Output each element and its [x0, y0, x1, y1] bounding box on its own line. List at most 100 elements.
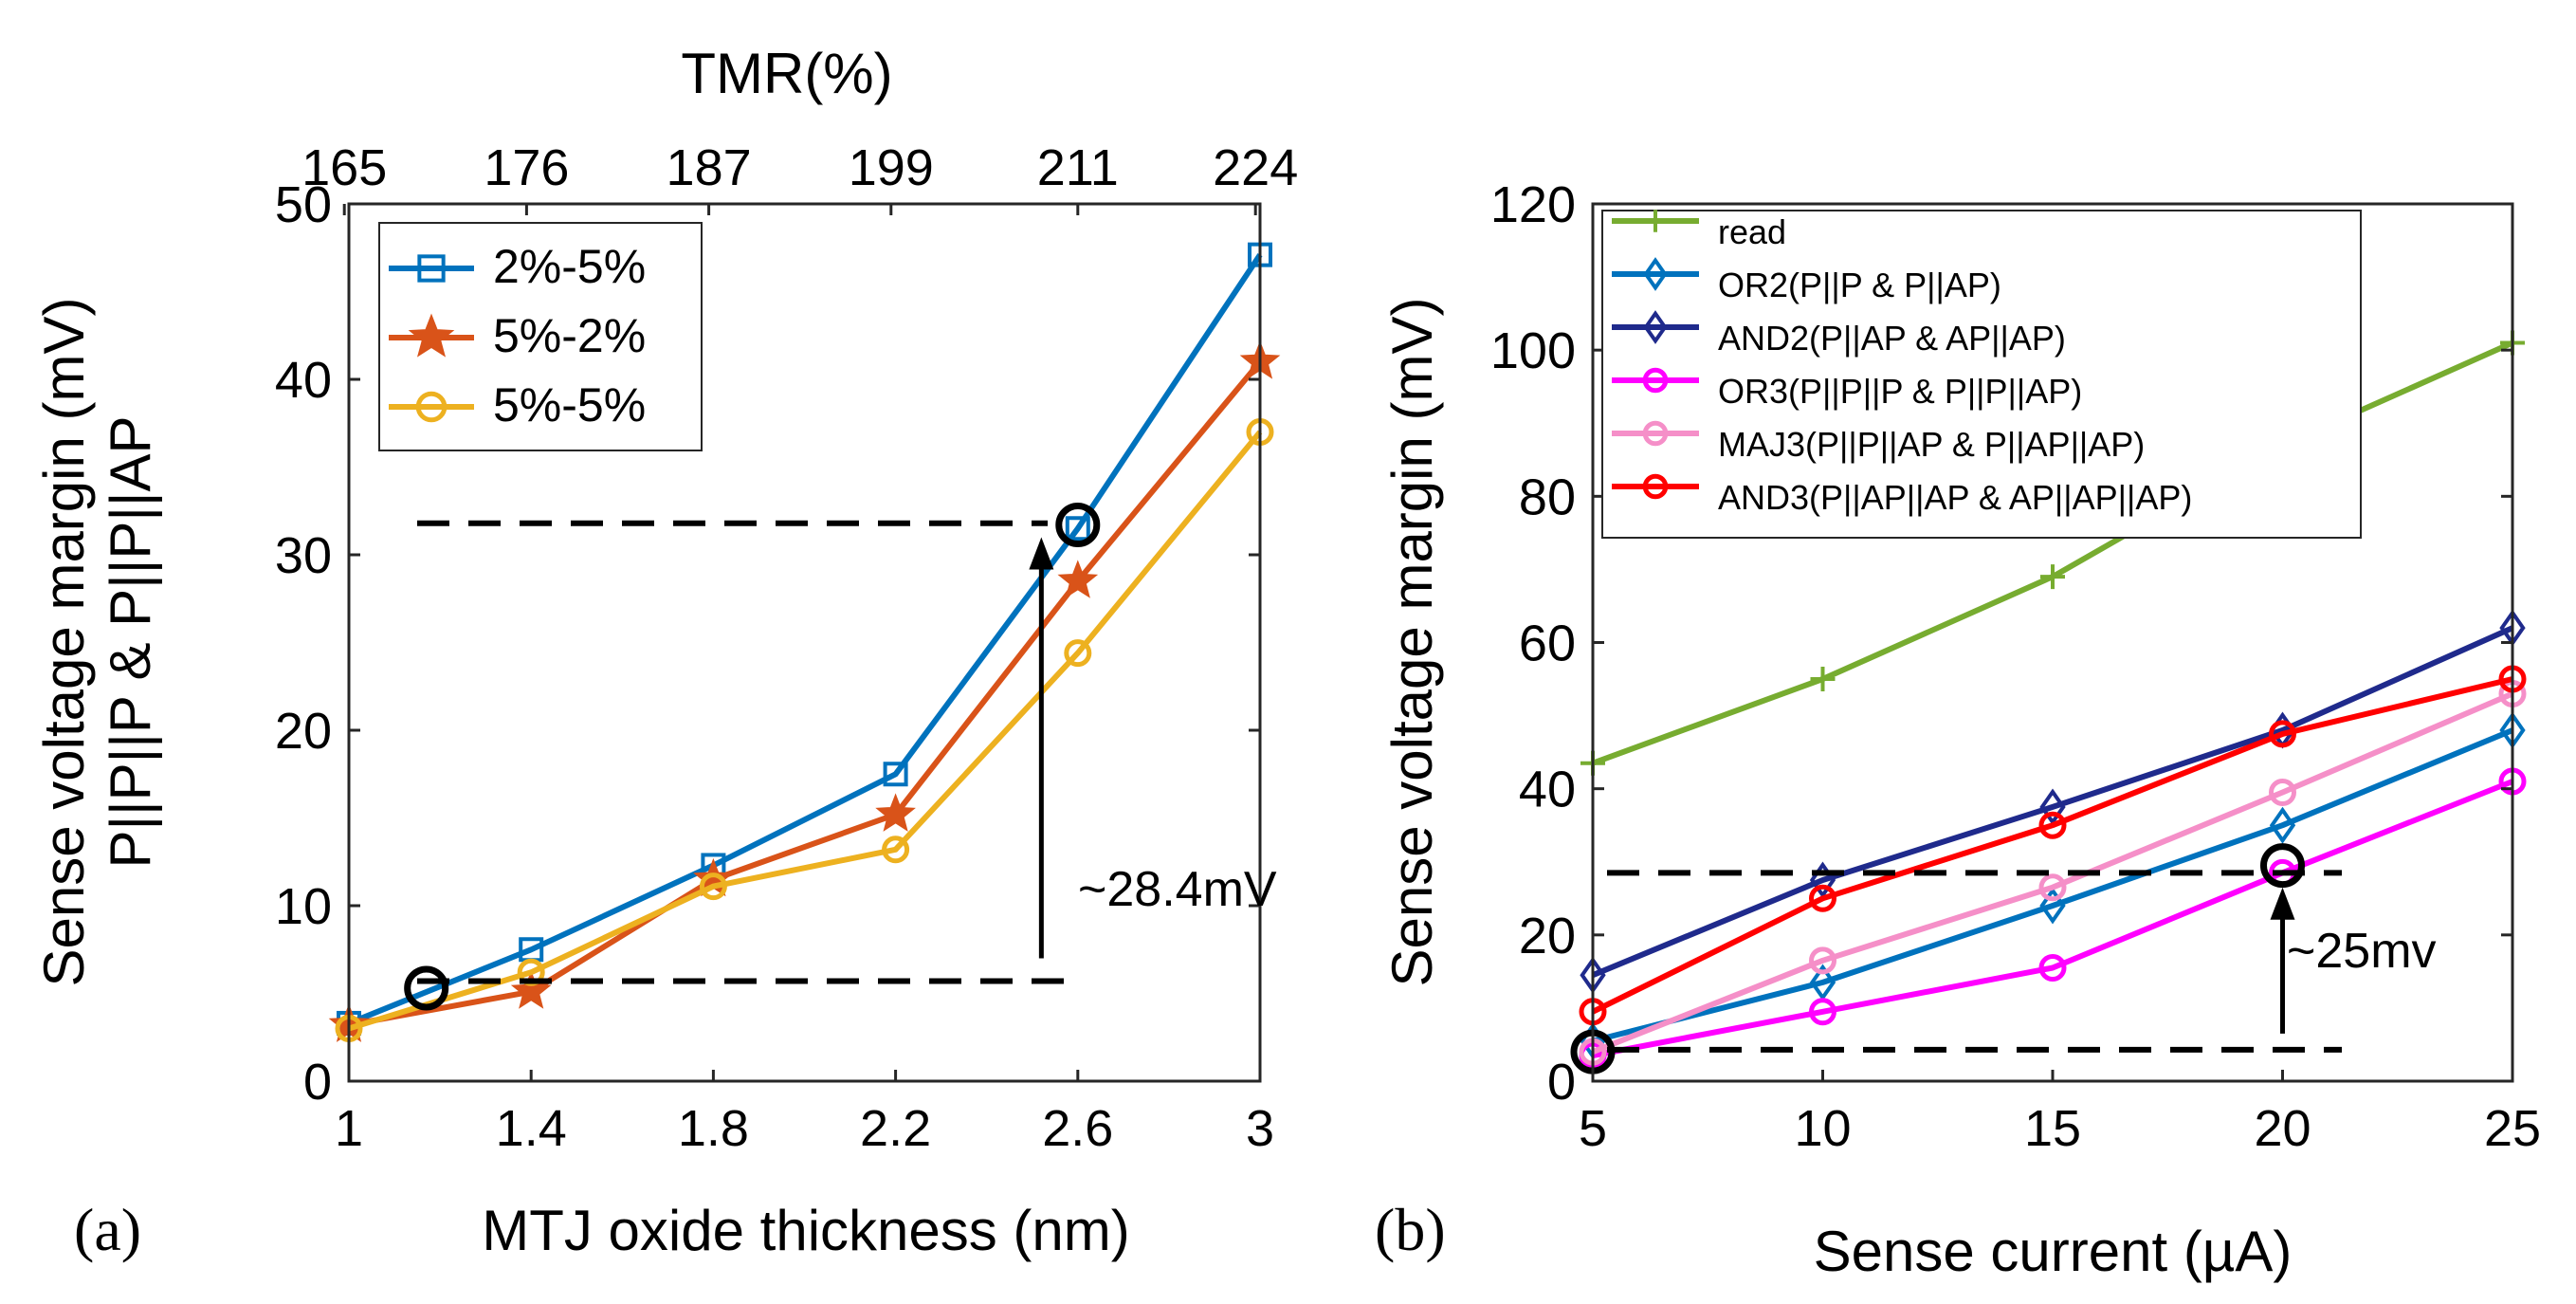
legend-B-marker-4 — [1642, 420, 1669, 447]
y-tick-label-B-2: 40 — [1519, 762, 1576, 818]
point-A-2-3 — [882, 836, 910, 864]
y-tick-label-B-3: 60 — [1519, 615, 1576, 672]
x-tick-label-B-3: 20 — [2254, 1100, 2311, 1157]
point-A-1-4 — [1057, 560, 1099, 598]
chart-a-legend: 2%-5% 5%-2% 5%-5% — [378, 222, 703, 451]
legend-b-label-5: MAJ3(P||P||AP & P||AP||AP) — [1718, 425, 2145, 464]
top-tick-label-A-1: 176 — [484, 139, 569, 196]
chart-b-ylabel: Sense voltage margin (mV) — [1380, 298, 1444, 987]
series-line-B-5 — [1591, 676, 2513, 1015]
x-tick-label-B-1: 10 — [1794, 1100, 1851, 1157]
point-B-2-2 — [2039, 788, 2066, 826]
legend-A-marker-2 — [415, 391, 448, 423]
chart-a-plot-frame — [347, 202, 1262, 1083]
top-tick-label-A-5: 224 — [1213, 139, 1298, 196]
top-tick-label-A-3: 199 — [849, 139, 934, 196]
top-tick-label-A-2: 187 — [667, 139, 752, 196]
point-A-2-4 — [1064, 639, 1092, 668]
x-tick-label-A-3: 2.2 — [860, 1100, 931, 1157]
legend-b-label-2: OR2(P||P & P||AP) — [1718, 266, 2001, 304]
legend-b-label-1: read — [1718, 212, 1786, 251]
point-B-0-2 — [2040, 564, 2065, 590]
point-A-2-2 — [699, 872, 727, 901]
legend-a-label-2: 5%-2% — [493, 309, 646, 362]
series-line-B-3 — [1592, 779, 2514, 1058]
series-line-A-2 — [348, 430, 1263, 1032]
top-tick-label-A-0: 165 — [301, 139, 387, 196]
y-tick-label-B-5: 100 — [1490, 322, 1576, 379]
legend-B-marker-1 — [1643, 257, 1668, 291]
point-B-4-2 — [2038, 873, 2067, 902]
legend-a-label-1: 2%-5% — [493, 240, 646, 293]
highlight-circle-B-1 — [2260, 843, 2305, 889]
legend-A-marker-0 — [417, 254, 446, 283]
highlight-circle-A-1 — [1055, 503, 1101, 548]
point-B-5-2 — [2038, 811, 2067, 839]
chart-a-arrow-label: ~28.4mV — [1078, 862, 1277, 917]
chart-a-ylabel-line2: P||P||P & P||P||AP — [99, 415, 162, 868]
legend-A-marker-1 — [408, 313, 455, 358]
point-B-0-1 — [1810, 667, 1836, 692]
point-B-5-1 — [1809, 884, 1836, 912]
top-tick-label-A-4: 211 — [1037, 139, 1119, 196]
chart-b-legend-box — [1601, 210, 2362, 539]
point-B-5-3 — [2269, 720, 2296, 748]
x-tick-label-B-4: 25 — [2484, 1100, 2541, 1157]
point-B-3-2 — [2038, 954, 2067, 983]
y-tick-label-B-0: 0 — [1547, 1054, 1576, 1111]
legend-B-marker-2 — [1643, 310, 1668, 344]
y-tick-label-A-0: 0 — [303, 1054, 332, 1111]
point-B-1-3 — [2269, 806, 2296, 844]
chart-a: 0 10 20 30 40 50 1 1.4 1.8 2.2 2.6 3 165 176 187 199 211… — [32, 42, 1298, 1263]
chart-b: 0 20 40 60 80 100 120 5 10 15 20 25 Sense current (… — [1375, 176, 2541, 1283]
point-B-1-1 — [1809, 964, 1836, 1001]
y-tick-label-A-3: 30 — [275, 527, 332, 584]
legend-b-label-6: AND3(P||AP||AP & AP||AP||AP) — [1718, 478, 2192, 517]
point-A-1-1 — [510, 970, 552, 1009]
arrow-A-head — [1029, 537, 1054, 570]
x-tick-label-A-2: 1.8 — [678, 1100, 749, 1157]
legend-a-label-3: 5%-5% — [493, 378, 646, 432]
legend-B-marker-3 — [1642, 367, 1669, 394]
point-A-1-3 — [875, 793, 916, 832]
point-B-1-2 — [2039, 887, 2066, 925]
y-tick-label-B-1: 20 — [1519, 908, 1576, 964]
point-A-0-3 — [883, 762, 908, 787]
chart-a-xlabel: MTJ oxide thickness (nm) — [482, 1199, 1130, 1262]
chart-a-ylabel-line1: Sense voltage margin (mV) — [32, 298, 96, 987]
y-tick-label-A-4: 40 — [275, 352, 332, 409]
series-line-B-1 — [1592, 727, 2514, 1044]
legend-b-label-4: OR3(P||P||P & P||P||AP) — [1718, 372, 2082, 411]
x-tick-label-A-5: 3 — [1246, 1100, 1274, 1157]
point-B-4-3 — [2269, 779, 2296, 807]
x-tick-label-A-1: 1.4 — [496, 1100, 567, 1157]
chart-a-panel-label: (a) — [74, 1196, 141, 1263]
chart-b-legend: read OR2(P||P & P||AP) AND2(P||AP & AP||… — [1601, 210, 2362, 539]
point-B-3-1 — [1809, 998, 1836, 1026]
x-tick-label-B-2: 15 — [2024, 1100, 2081, 1157]
arrow-B-head — [2270, 887, 2295, 920]
chart-b-xlabel: Sense current (µA) — [1814, 1220, 2293, 1283]
highlight-circle-A-0 — [404, 965, 449, 1011]
chart-b-arrow-label: ~25mv — [2287, 924, 2437, 979]
point-A-0-4 — [1065, 516, 1090, 542]
x-tick-label-B-0: 5 — [1579, 1100, 1607, 1157]
point-B-4-1 — [1809, 946, 1836, 975]
legend-b-label-3: AND2(P||AP & AP||AP) — [1718, 319, 2066, 358]
legend-B-marker-5 — [1642, 473, 1669, 500]
legend-B-marker-0 — [1644, 210, 1667, 232]
chart-b-panel-label: (b) — [1375, 1196, 1446, 1263]
y-tick-label-A-1: 10 — [275, 878, 332, 935]
y-tick-label-A-5: 50 — [275, 176, 332, 233]
series-line-A-1 — [348, 359, 1263, 1028]
series-line-B-2 — [1591, 625, 2514, 978]
series-line-A-0 — [347, 252, 1263, 1026]
series-line-B-4 — [1591, 690, 2514, 1055]
chart-a-top-xlabel: TMR(%) — [681, 42, 892, 105]
x-tick-label-A-4: 2.6 — [1042, 1100, 1113, 1157]
y-tick-label-B-6: 120 — [1490, 176, 1576, 233]
x-tick-label-A-0: 1 — [335, 1100, 363, 1157]
y-tick-label-B-4: 80 — [1519, 468, 1576, 525]
y-tick-label-A-2: 20 — [275, 703, 332, 760]
